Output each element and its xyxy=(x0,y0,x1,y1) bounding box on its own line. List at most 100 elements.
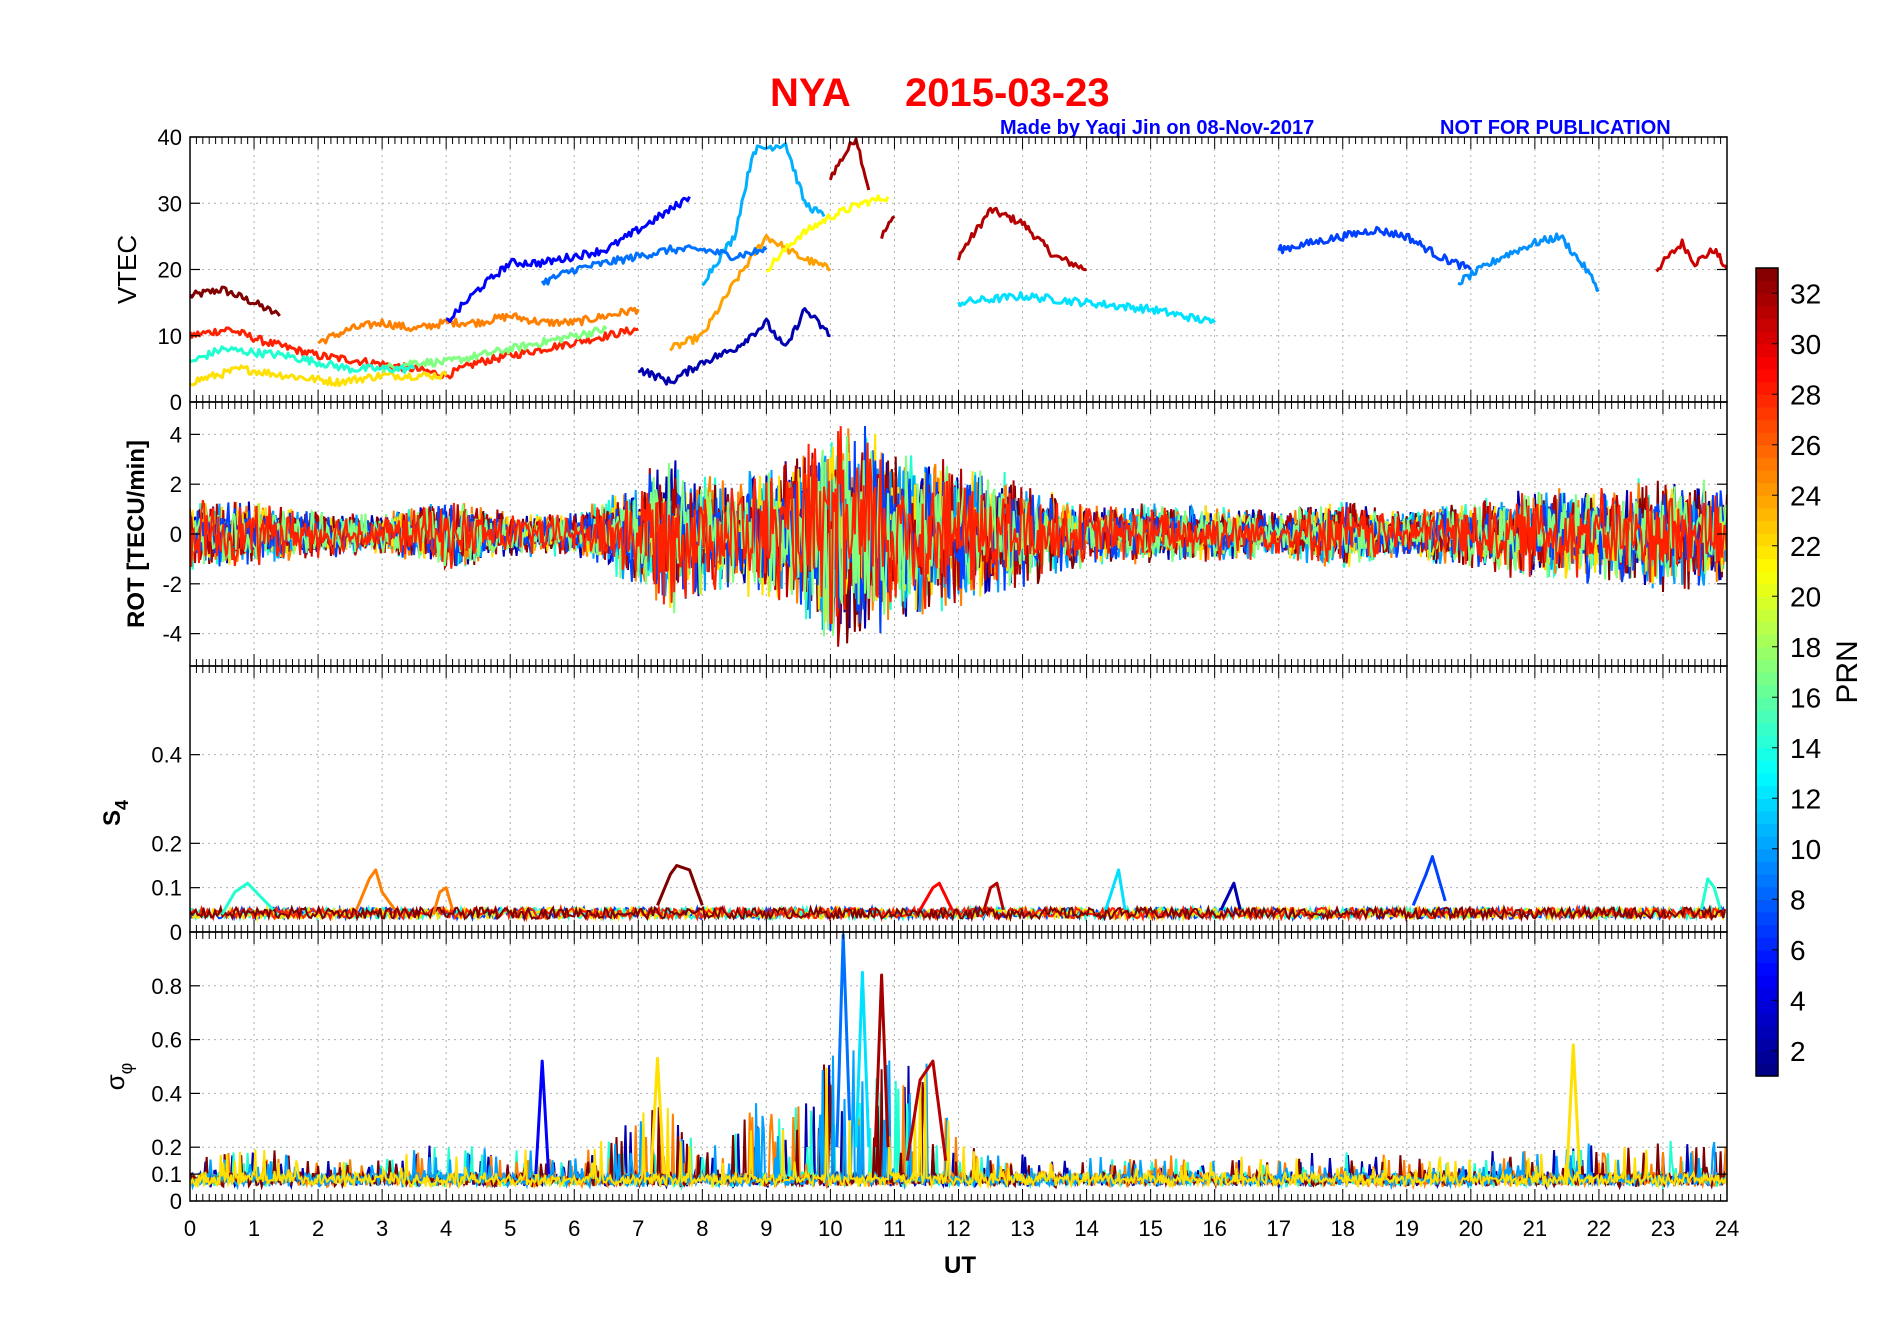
colorbar-segment xyxy=(1756,962,1778,976)
colorbar-segment xyxy=(1756,924,1778,938)
s4-series-prn-2 xyxy=(1219,881,1242,911)
colorbar-segment xyxy=(1756,634,1778,648)
s4-series-prn-6 xyxy=(1411,855,1447,906)
colorbar-tick-label: 4 xyxy=(1790,985,1806,1016)
colorbar-segment xyxy=(1756,343,1778,357)
colorbar-segment xyxy=(1756,1038,1778,1052)
colorbar-segment xyxy=(1756,810,1778,825)
colorbar-tick-label: 26 xyxy=(1790,430,1821,461)
s4-series-prn-14 xyxy=(1699,877,1723,911)
vtec-series-prn-30 xyxy=(957,206,1087,272)
colorbar-tick-label: 30 xyxy=(1790,329,1821,360)
colorbar-segment xyxy=(1756,432,1778,446)
colorbar-segment xyxy=(1756,583,1778,597)
colorbar-segment xyxy=(1756,836,1778,850)
vtec-plot-area xyxy=(190,137,1727,388)
s4-y-tick-label: 0 xyxy=(170,920,182,945)
colorbar-segment xyxy=(1756,394,1778,408)
s4-series-prn-14 xyxy=(220,881,275,916)
colorbar-tick-label: 2 xyxy=(1790,1036,1806,1067)
panel-rot: -4 -2 0 2 4 ROT [TECU/min] xyxy=(123,401,1728,667)
vtec-series-prn-31 xyxy=(828,137,871,191)
vtec-x-minor-ticks xyxy=(189,137,1728,402)
colorbar-segment xyxy=(1756,684,1778,698)
colorbar-segment xyxy=(1756,798,1778,812)
colorbar-segment xyxy=(1756,697,1778,711)
colorbar-segment xyxy=(1756,457,1778,471)
x-tick-label: 2 xyxy=(312,1216,324,1241)
colorbar-tick-label: 12 xyxy=(1790,783,1821,814)
not-for-publication-note: NOT FOR PUBLICATION xyxy=(1440,117,1671,139)
vtec-series-prn-2 xyxy=(637,307,831,386)
vtec-y-tick-label: 40 xyxy=(158,125,182,150)
vtec-series-prn-23 xyxy=(669,234,831,352)
vtec-series-prn-4 xyxy=(445,195,691,324)
title-station: NYA xyxy=(770,71,851,115)
colorbar-segment xyxy=(1756,975,1778,989)
colorbar-tick-label: 24 xyxy=(1790,480,1821,511)
x-tick-label: 9 xyxy=(760,1216,772,1241)
made-by-note: Made by Yaqi Jin on 08-Nov-2017 xyxy=(1000,117,1314,139)
x-tick-label: 1 xyxy=(248,1216,260,1241)
x-tick-label: 20 xyxy=(1459,1216,1483,1241)
s4-series-prn-32 xyxy=(656,864,704,906)
vtec-grid xyxy=(190,137,1727,402)
x-tick-label: 24 xyxy=(1715,1216,1739,1241)
s4-series-prn-12 xyxy=(1104,868,1127,911)
panel-vtec: 0 10 20 30 40 VTEC xyxy=(112,125,1728,415)
colorbar-tick-label: 6 xyxy=(1790,935,1806,966)
sigma-phi-y-label: σφ xyxy=(100,1063,136,1091)
x-tick-label: 7 xyxy=(632,1216,644,1241)
colorbar-segment xyxy=(1756,305,1778,320)
s4-x-minor-ticks xyxy=(189,666,1728,932)
sigma_phi-series-prn-21 xyxy=(649,1056,666,1175)
x-tick-label: 14 xyxy=(1074,1216,1098,1241)
vtec-series-prn-8 xyxy=(540,244,768,286)
colorbar-segment xyxy=(1756,381,1778,395)
colorbar-segment xyxy=(1756,949,1778,963)
sigma_phi-x-minor-ticks xyxy=(189,932,1728,1201)
x-tick-label: 18 xyxy=(1331,1216,1355,1241)
x-axis-label: UT xyxy=(944,1252,976,1279)
x-tick-label: 22 xyxy=(1587,1216,1611,1241)
colorbar-segment xyxy=(1756,747,1778,761)
rot-y-tick-label: 2 xyxy=(170,472,182,497)
vtec-series-prn-9 xyxy=(1457,232,1600,292)
colorbar-segment xyxy=(1756,760,1778,774)
x-tick-label: 19 xyxy=(1395,1216,1419,1241)
sigma_phi-y-tick-label: 0 xyxy=(170,1189,182,1214)
colorbar-segment xyxy=(1756,596,1778,610)
colorbar-tick-label: 32 xyxy=(1790,278,1821,309)
s4-series-prn-24 xyxy=(355,868,397,911)
colorbar-segment xyxy=(1756,646,1778,660)
colorbar-segment xyxy=(1756,571,1778,585)
vtec-y-tick-label: 10 xyxy=(158,324,182,349)
s4-y-tick-label: 0.4 xyxy=(151,743,182,768)
colorbar-segment xyxy=(1756,369,1778,383)
colorbar-tick-label: 28 xyxy=(1790,379,1821,410)
vtec-series-prn-29 xyxy=(1655,238,1727,273)
colorbar-tick-label: 16 xyxy=(1790,682,1821,713)
sigma_phi-series-prn-31 xyxy=(873,973,890,1148)
x-tick-label: 13 xyxy=(1010,1216,1034,1241)
rot-y-tick-label: -4 xyxy=(162,622,182,647)
colorbar-segment xyxy=(1756,911,1778,926)
s4-y-label: S4 xyxy=(99,800,132,826)
rot-y-tick-label: 4 xyxy=(170,422,182,447)
colorbar-tick-label: 14 xyxy=(1790,733,1821,764)
sigma_phi-y-tick-label: 0.1 xyxy=(151,1162,182,1187)
colorbar-segment xyxy=(1756,659,1778,673)
colorbar-segment xyxy=(1756,419,1778,433)
colorbar-segment xyxy=(1756,268,1778,282)
vtec-y-label: VTEC xyxy=(112,235,142,304)
title-date: 2015-03-23 xyxy=(905,71,1110,115)
colorbar-segment xyxy=(1756,823,1778,837)
colorbar-segment xyxy=(1756,482,1778,496)
panel-s4: 0 0.1 0.2 0.4 S4 xyxy=(99,665,1728,945)
s4-baseline-trace xyxy=(190,903,1727,923)
colorbar-segment xyxy=(1756,874,1778,888)
colorbar-segment xyxy=(1756,672,1778,686)
x-tick-label: 4 xyxy=(440,1216,452,1241)
x-tick-label: 5 xyxy=(504,1216,516,1241)
colorbar-tick-label: 22 xyxy=(1790,531,1821,562)
